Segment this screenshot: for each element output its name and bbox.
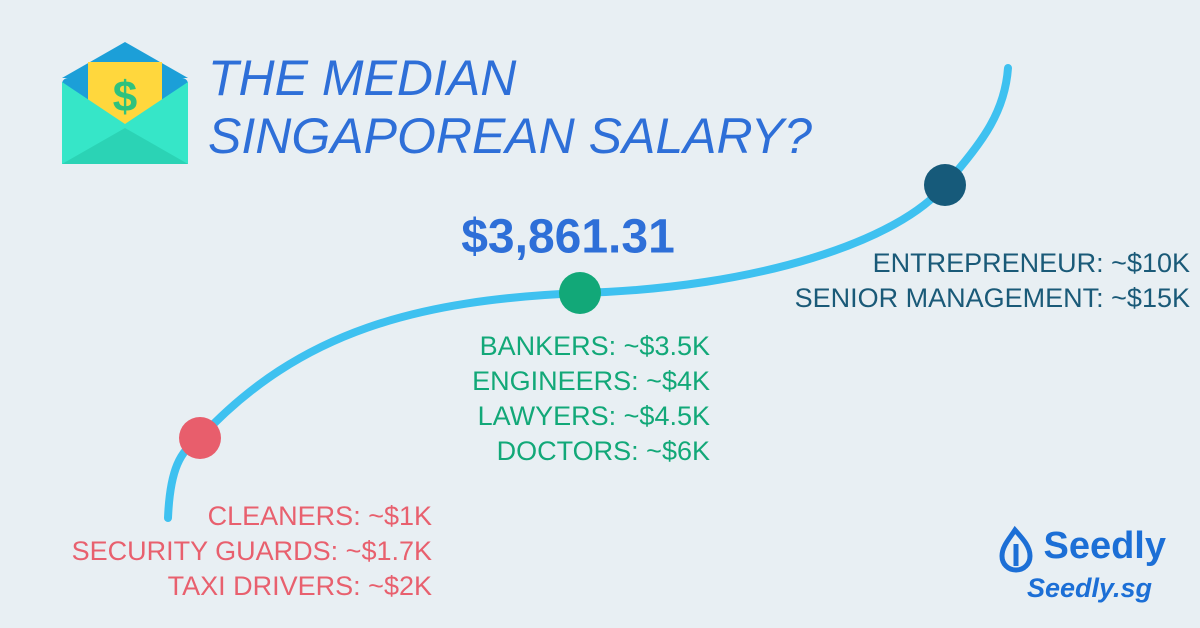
salary-item: BANKERS: ~$3.5K bbox=[480, 331, 710, 361]
salary-item: DOCTORS: ~$6K bbox=[497, 436, 710, 466]
salary-item: ENTREPRENEUR: ~$10K bbox=[873, 248, 1190, 278]
envelope-icon: $ bbox=[62, 42, 188, 164]
brand-name: Seedly bbox=[1043, 525, 1166, 567]
salary-item: TAXI DRIVERS: ~$2K bbox=[168, 571, 432, 601]
salary-item: CLEANERS: ~$1K bbox=[208, 501, 432, 531]
title-line: THE MEDIAN bbox=[208, 50, 517, 106]
brand-site: Seedly.sg bbox=[1027, 573, 1153, 603]
title-line: SINGAPOREAN SALARY? bbox=[208, 108, 812, 164]
salary-groups: CLEANERS: ~$1K SECURITY GUARDS: ~$1.7K TAX… bbox=[72, 248, 1190, 601]
svg-text:$: $ bbox=[113, 73, 137, 122]
salary-item: SENIOR MANAGEMENT: ~$15K bbox=[795, 283, 1190, 313]
brand-logo bbox=[999, 525, 1033, 573]
median-dot bbox=[559, 272, 601, 314]
salary-item: LAWYERS: ~$4.5K bbox=[478, 401, 710, 431]
low-dot bbox=[179, 417, 221, 459]
salary-item: ENGINEERS: ~$4K bbox=[472, 366, 710, 396]
median-value: $3,861.31 bbox=[461, 211, 675, 264]
high-dot bbox=[924, 164, 966, 206]
salary-item: SECURITY GUARDS: ~$1.7K bbox=[72, 536, 432, 566]
